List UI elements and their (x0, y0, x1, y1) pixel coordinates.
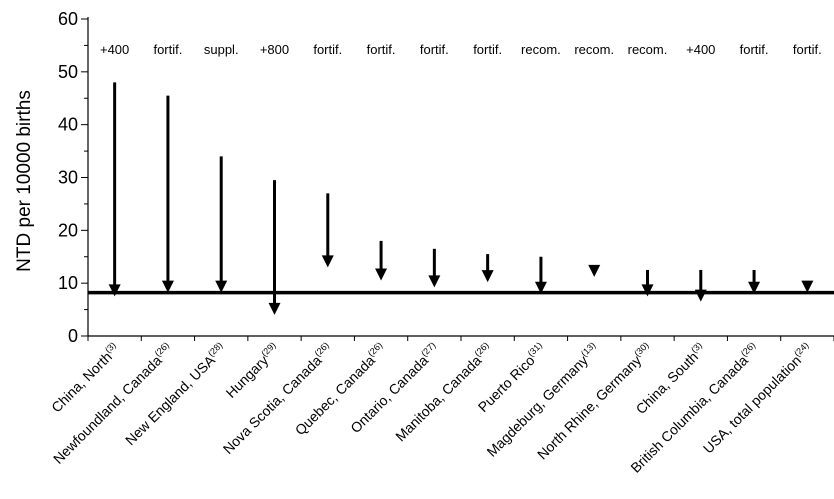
annotation-label: +400 (100, 42, 129, 57)
category-name: North Rhine, Germany (534, 352, 644, 462)
annotation-label: fortif. (473, 42, 502, 57)
arrow-head (534, 281, 547, 294)
y-tick-label: 20 (58, 220, 78, 240)
annotations: +400 fortif. suppl. +800 fortif. fortif. forti… (100, 42, 822, 57)
arrow-head (215, 280, 228, 293)
arrow (321, 193, 334, 268)
y-tick-label: 10 (58, 273, 78, 293)
annotation-label: fortif. (420, 42, 449, 57)
arrows (108, 82, 814, 315)
arrow-head (375, 268, 388, 281)
category-name: Magdeburg, Germany (483, 352, 591, 460)
y-axis-ticks: 0 10 20 30 40 50 60 (58, 9, 88, 346)
arrow-head (108, 284, 121, 297)
y-tick-label: 40 (58, 115, 78, 135)
category-label: Quebec, Canada(26) (291, 340, 389, 438)
arrow-head (694, 289, 707, 302)
category-name: Hungary (223, 352, 272, 401)
annotation-label: recom. (628, 42, 668, 57)
arrow (428, 248, 441, 288)
arrow-head (801, 280, 814, 293)
x-axis-labels: China, North(3)Newfoundland, Canada(26)N… (48, 340, 815, 476)
y-axis-title: NTD per 10000 births (14, 90, 35, 272)
annotation-label: +800 (260, 42, 289, 57)
y-tick-label: 30 (58, 168, 78, 188)
arrow (375, 240, 388, 281)
category-name: USA, total population (700, 352, 804, 456)
arrow (268, 180, 281, 315)
annotation-label: fortif. (153, 42, 182, 57)
arrow-head (321, 255, 334, 268)
arrow (481, 254, 494, 283)
arrow (801, 280, 814, 293)
annotation-label: recom. (521, 42, 561, 57)
category-label: USA, total population(24) (699, 340, 815, 456)
arrow (215, 156, 228, 293)
arrow-head (588, 264, 601, 277)
arrow (694, 269, 707, 302)
arrow (108, 82, 121, 297)
annotation-label: +400 (686, 42, 715, 57)
arrow (748, 269, 761, 294)
annotation-label: fortif. (367, 42, 396, 57)
arrow (588, 264, 601, 277)
arrow-head (481, 270, 494, 283)
annotation-label: recom. (574, 42, 614, 57)
arrow (534, 256, 547, 294)
category-label: Ontario, Canada(27) (346, 340, 442, 436)
category-name: Newfoundland, Canada (50, 352, 165, 467)
y-tick-label: 0 (68, 326, 78, 346)
arrow-head (428, 275, 441, 288)
annotation-label: fortif. (313, 42, 342, 57)
arrow-head (268, 302, 281, 315)
arrow (161, 95, 174, 293)
annotation-label: fortif. (793, 42, 822, 57)
category-name: Nova Scotia, Canada (220, 352, 325, 457)
category-name: New England, USA (122, 352, 219, 449)
y-tick-label: 60 (58, 9, 78, 29)
arrow-head (748, 281, 761, 294)
annotation-label: fortif. (740, 42, 769, 57)
y-tick-label: 50 (58, 62, 78, 82)
annotation-label: suppl. (204, 42, 239, 57)
arrow (641, 269, 654, 297)
category-label: New England, USA(28) (121, 340, 229, 448)
category-label: Manitoba, Canada(26) (392, 340, 496, 444)
category-label: Nova Scotia, Canada(26) (219, 340, 336, 457)
arrow-head (641, 284, 654, 297)
arrow-head (161, 280, 174, 293)
